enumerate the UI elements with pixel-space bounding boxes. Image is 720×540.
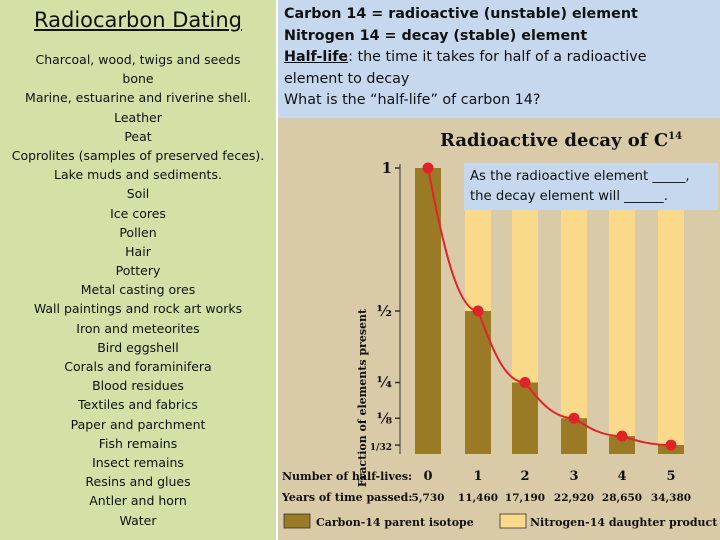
sample-list-item: Iron and meteorites bbox=[76, 320, 200, 336]
years-tick-label: 17,190 bbox=[505, 492, 545, 504]
sample-list-item: Wall paintings and rock art works bbox=[33, 301, 243, 317]
half-life-tick-label: 5 bbox=[666, 469, 675, 484]
y-tick-label: 1 bbox=[382, 159, 392, 177]
sample-list-item: Marine, estuarine and riverine shell. bbox=[25, 90, 251, 106]
decay-point bbox=[665, 439, 677, 451]
sample-material-list: Charcoal, wood, twigs and seeds bone Marin… bbox=[0, 50, 276, 530]
half-life-tick-label: 3 bbox=[569, 469, 578, 484]
half-life-tick-label: 2 bbox=[520, 469, 529, 484]
chart-title-superscript: 14 bbox=[668, 131, 682, 142]
left-panel bbox=[0, 0, 276, 540]
chart-title: Radioactive decay of C14 bbox=[440, 130, 682, 151]
y-tick-label: ¼ bbox=[376, 374, 392, 392]
sample-list-item: Coprolites (samples of preserved feces). bbox=[11, 147, 265, 163]
half-life-tick-label: 4 bbox=[617, 469, 626, 484]
half-lives-row-label: Number of half-lives: bbox=[282, 470, 412, 483]
years-tick-label: 22,920 bbox=[554, 492, 594, 504]
legend-parent-swatch bbox=[283, 513, 311, 529]
sample-list-item: Water bbox=[119, 512, 157, 528]
sample-list-item: bone bbox=[122, 71, 154, 87]
decay-point bbox=[568, 412, 580, 424]
sample-list-item: Peat bbox=[124, 128, 152, 144]
half-life-tick-label: 1 bbox=[473, 469, 482, 484]
note-question: What is the “half-life” of carbon 14? bbox=[284, 92, 541, 108]
legend-daughter-label: Nitrogen-14 daughter product bbox=[530, 516, 718, 529]
question-line-1: As the radioactive element _____, bbox=[470, 169, 690, 184]
sample-list-item: Antler and horn bbox=[89, 493, 187, 509]
y-tick-label: 1/32 bbox=[370, 443, 392, 453]
sample-list-item: Lake muds and sediments. bbox=[54, 167, 222, 183]
carbon-bar bbox=[609, 436, 635, 454]
sample-list-item: Blood residues bbox=[92, 378, 184, 394]
sample-list-item: Charcoal, wood, twigs and seeds bbox=[35, 52, 241, 67]
sample-list-item: Pollen bbox=[119, 224, 157, 240]
nitrogen-bar bbox=[609, 168, 635, 437]
half-life-tick-label: 0 bbox=[423, 469, 432, 484]
legend-parent-label: Carbon-14 parent isotope bbox=[316, 516, 474, 529]
years-tick-label: 34,380 bbox=[651, 492, 691, 504]
nitrogen-bar bbox=[658, 168, 684, 446]
sample-list-item: Metal casting ores bbox=[80, 282, 196, 298]
sample-list-item: Resins and glues bbox=[85, 474, 191, 490]
sample-list-item: Hair bbox=[125, 243, 151, 259]
legend-daughter-swatch bbox=[499, 513, 527, 529]
sample-list-item: Corals and foraminifera bbox=[64, 359, 212, 374]
sample-list-item: Insect remains bbox=[92, 454, 184, 470]
sample-list-item: Leather bbox=[114, 109, 162, 125]
question-line-2: the decay element will ______. bbox=[470, 189, 668, 204]
sample-list-item: Textiles and fabrics bbox=[78, 397, 198, 413]
note-half-life: Half-life: the time it takes for half of… bbox=[284, 47, 716, 69]
note-carbon14: Carbon 14 = radioactive (unstable) eleme… bbox=[284, 6, 638, 22]
note-nitrogen14: Nitrogen 14 = decay (stable) element bbox=[284, 27, 588, 44]
years-tick-label: 5,730 bbox=[412, 492, 445, 504]
note-half-life-cont: element to decay bbox=[284, 70, 410, 87]
years-tick-label: 28,650 bbox=[602, 492, 642, 504]
decay-point bbox=[519, 377, 531, 388]
sample-list-item: Bird eggshell bbox=[97, 339, 179, 355]
half-life-term: Half-life bbox=[284, 49, 349, 65]
sample-list-item: Paper and parchment bbox=[70, 416, 206, 432]
sample-list-item: Soil bbox=[126, 186, 150, 202]
years-tick-label: 11,460 bbox=[458, 492, 498, 504]
slide-title: Radiocarbon Dating bbox=[34, 8, 242, 32]
y-axis-label: Fraction of elements present bbox=[356, 308, 369, 487]
sample-list-item: Ice cores bbox=[110, 205, 166, 221]
decay-point bbox=[616, 430, 628, 442]
decay-chart: Radioactive decay of C14 Fraction of ele… bbox=[281, 130, 718, 529]
question-overlay: As the radioactive element _____, the de… bbox=[464, 163, 718, 210]
half-life-definition: : the time it takes for half of a radioa… bbox=[348, 49, 647, 65]
decay-point bbox=[472, 305, 484, 317]
decay-point bbox=[422, 162, 434, 174]
notes-text: Carbon 14 = radioactive (unstable) eleme… bbox=[284, 4, 716, 112]
sample-list-item: Pottery bbox=[115, 263, 161, 279]
y-tick-label: ⅛ bbox=[376, 409, 392, 427]
notes-panel bbox=[278, 0, 720, 118]
sample-list-item: Fish remains bbox=[98, 435, 178, 451]
years-row-label: Years of time passed: bbox=[281, 491, 412, 504]
y-tick-label: ½ bbox=[376, 302, 392, 320]
